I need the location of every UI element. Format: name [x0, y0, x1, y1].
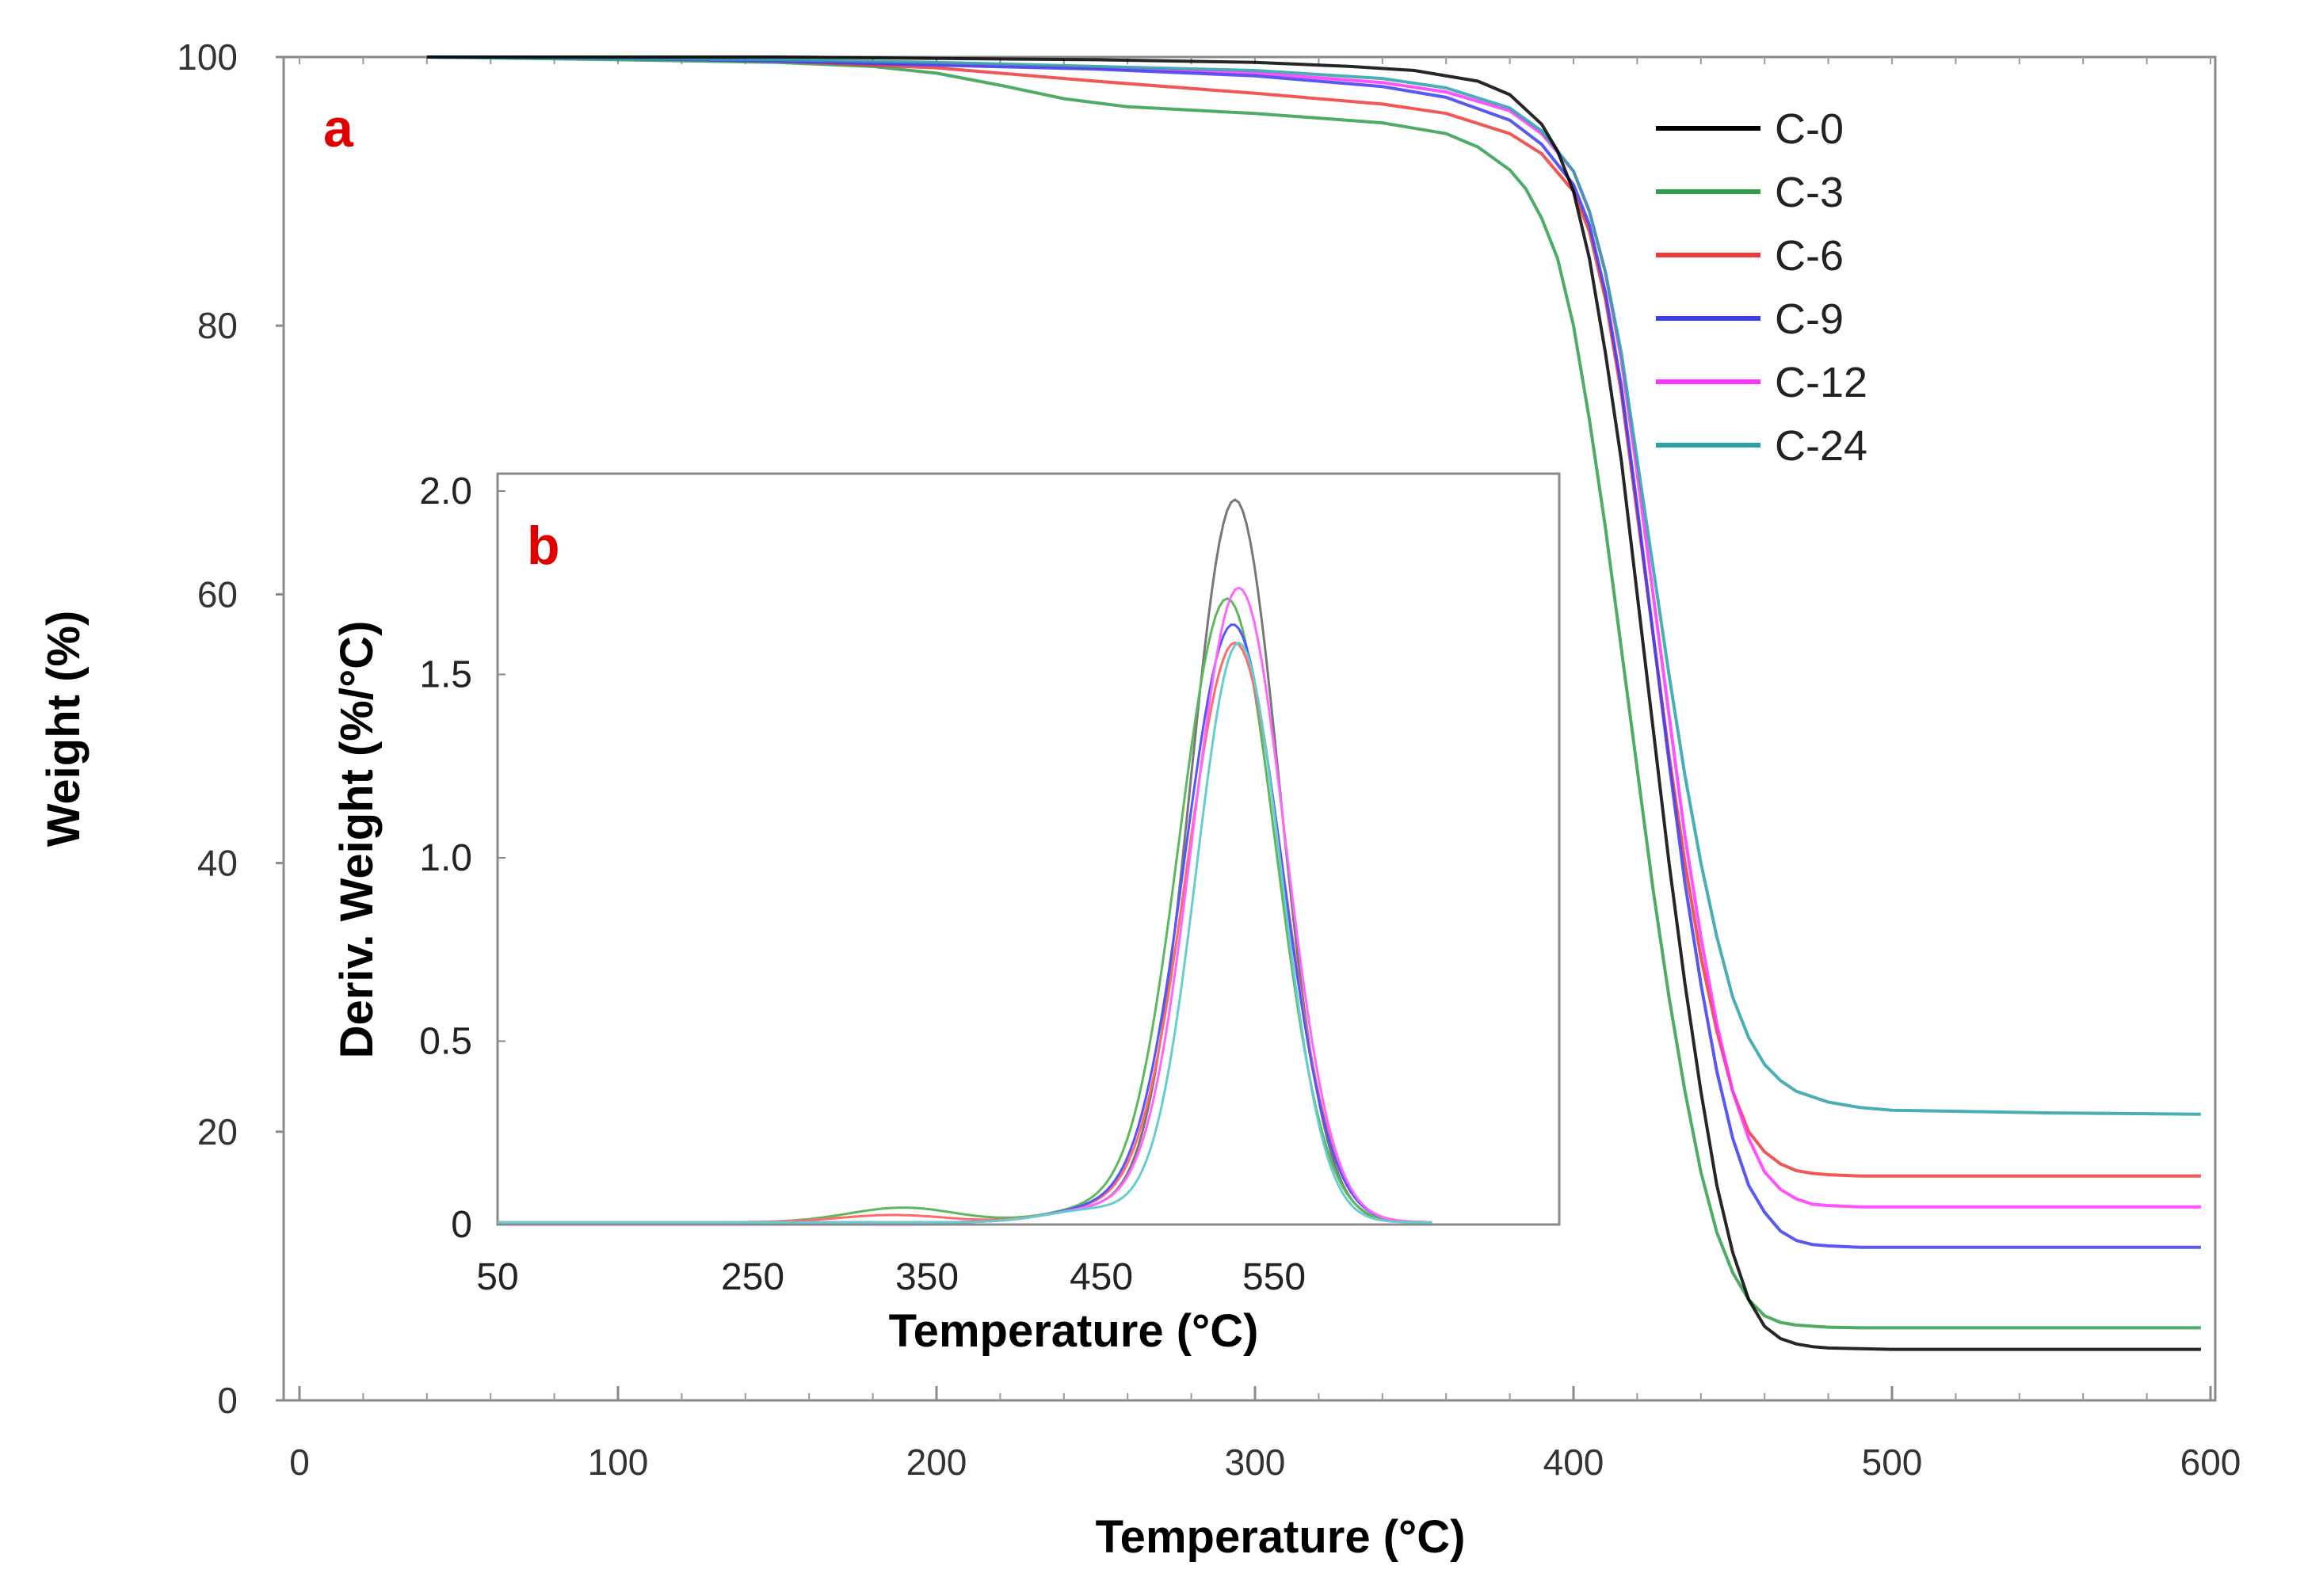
main-x-tick-label: 200 — [906, 1442, 967, 1483]
inset-y-tick-label: 1.0 — [419, 837, 472, 879]
inset-y-tick-label: 1.5 — [419, 654, 472, 696]
legend-label-c-3: C-3 — [1775, 169, 1844, 216]
inset-series-line-c-24 — [498, 642, 1432, 1224]
inset-y-ticks: 0 0.5 1.0 1.5 2.0 — [419, 470, 505, 1246]
panel-a-label: a — [323, 98, 354, 158]
series-line-c-24 — [426, 55, 2201, 1116]
inset-x-axis-title: Temperature (°C) — [889, 1305, 1259, 1357]
inset-x-tick-label: 250 — [721, 1256, 784, 1298]
inset-x-ticks: 50 250 350 450 550 — [476, 1256, 1306, 1298]
main-x-tick-label: 100 — [588, 1442, 649, 1483]
series-line-c-0 — [426, 55, 2201, 1351]
legend-label-c-24: C-24 — [1775, 422, 1867, 470]
inset-series-lines — [498, 498, 1432, 1224]
main-x-axis-title: Temperature (°C) — [1096, 1511, 1466, 1563]
main-x-tick-label: 0 — [289, 1442, 310, 1483]
main-x-tick-label: 500 — [1862, 1442, 1923, 1483]
main-y-tick-label: 60 — [197, 573, 238, 615]
inset-x-tick-label: 350 — [895, 1256, 959, 1298]
main-plot-frame — [282, 55, 2217, 1402]
inset-y-tick-label: 0 — [451, 1204, 472, 1246]
inset-y-tick-label: 2.0 — [419, 470, 472, 512]
inset-x-tick-label: 450 — [1070, 1256, 1133, 1298]
inset-y-axis-title: Deriv. Weight (%/°C) — [331, 621, 383, 1059]
panel-b-label: b — [527, 516, 560, 576]
main-y-tick-label: 20 — [197, 1111, 238, 1152]
main-x-ticks: 0 100 200 300 400 500 600 — [289, 1386, 2241, 1483]
main-x-tick-label: 600 — [2180, 1442, 2241, 1483]
main-y-tick-label: 100 — [177, 36, 238, 78]
main-x-tick-label: 400 — [1543, 1442, 1604, 1483]
series-line-c-9 — [426, 55, 2201, 1249]
main-x-tick-label: 300 — [1225, 1442, 1286, 1483]
main-y-tick-label: 40 — [197, 843, 238, 884]
main-y-tick-label: 80 — [197, 305, 238, 346]
legend-label-c-12: C-12 — [1775, 359, 1867, 406]
inset-plot: 50 250 350 450 550 0 0.5 1.0 1.5 2.0 Temperature… — [331, 470, 1561, 1357]
main-y-tick-label: 0 — [217, 1380, 238, 1421]
main-y-ticks: 0 20 40 60 80 100 — [177, 36, 284, 1421]
legend-label-c-6: C-6 — [1775, 232, 1844, 280]
legend-label-c-0: C-0 — [1775, 105, 1844, 153]
inset-plot-frame — [496, 472, 1561, 1226]
inset-y-tick-label: 0.5 — [419, 1021, 472, 1063]
legend-label-c-9: C-9 — [1775, 295, 1844, 343]
series-line-c-3 — [426, 55, 2201, 1330]
legend: C-0 C-3 C-6 C-9 C-12 C-24 — [1656, 105, 1867, 470]
inset-x-tick-label: 50 — [476, 1256, 518, 1298]
series-line-c-12 — [426, 55, 2201, 1209]
inset-x-tick-label: 550 — [1242, 1256, 1306, 1298]
main-y-axis-title: Weight (%) — [38, 611, 90, 848]
inset-plot-background — [498, 474, 1559, 1225]
main-series-lines — [426, 55, 2201, 1351]
